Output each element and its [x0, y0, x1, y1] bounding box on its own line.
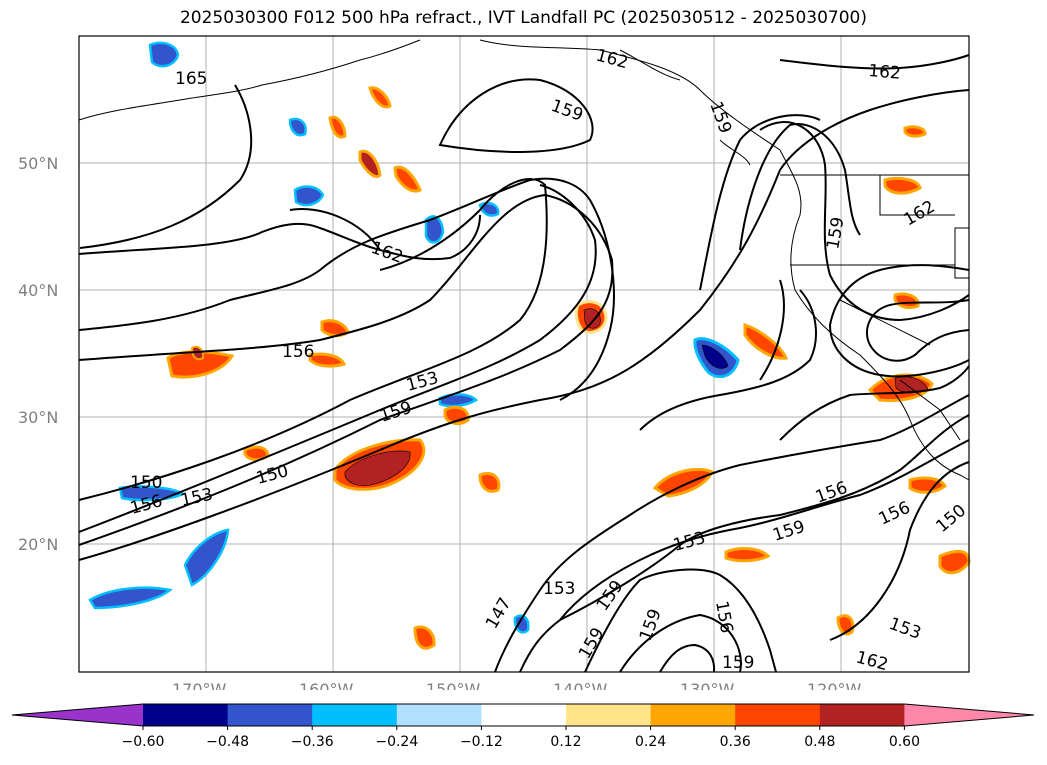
colorbar-segment — [227, 704, 313, 726]
colorbar-segment — [143, 704, 229, 726]
lon-label-170w: 170°W — [172, 680, 227, 690]
colorbar-segment — [735, 704, 821, 726]
map-title: 2025030300 F012 500 hPa refract., IVT La… — [179, 8, 867, 28]
colorbar-tick-label: −0.12 — [460, 734, 503, 750]
colorbar-tick-label: 0.48 — [804, 734, 835, 750]
colorbar-extend-min — [12, 704, 143, 726]
colorbar-segment — [566, 704, 652, 726]
colorbar-segment — [650, 704, 736, 726]
contour-label: 162 — [868, 61, 902, 84]
colorbar-tick-label: −0.48 — [206, 734, 249, 750]
contour-label: 156 — [282, 342, 314, 362]
lon-label-130w: 130°W — [680, 680, 735, 690]
contour-label: 153 — [543, 579, 575, 599]
lat-label-50n: 50°N — [18, 154, 58, 173]
colorbar-segment — [819, 704, 905, 726]
lon-label-150w: 150°W — [426, 680, 481, 690]
colorbar-tick-label: −0.60 — [122, 734, 165, 750]
filled-anomaly-regions — [88, 41, 971, 650]
colorbar-segment — [312, 704, 398, 726]
colorbar-extend-max — [904, 704, 1034, 726]
contour-label: 159 — [722, 653, 754, 673]
colorbar-segments — [11, 703, 1035, 727]
colorbar-tick-label: 0.12 — [550, 734, 581, 750]
map-frame — [78, 35, 970, 673]
lon-label-140w: 140°W — [553, 680, 608, 690]
colorbar-tick-label: 0.60 — [889, 734, 920, 750]
colorbar-tick-label: −0.36 — [291, 734, 334, 750]
colorbar-ticks: −0.60 −0.48 −0.36 −0.24 −0.12 0.12 0.24 0.36 0.4… — [122, 726, 920, 750]
colorbar-outline — [11, 703, 1035, 727]
colorbar-segment — [481, 704, 567, 726]
lat-label-40n: 40°N — [18, 281, 58, 300]
contour-label: 150 — [130, 473, 162, 493]
lon-label-120w: 120°W — [807, 680, 862, 690]
contour-lines — [78, 54, 970, 673]
contour-label: 165 — [175, 69, 207, 89]
lat-label-30n: 30°N — [18, 408, 58, 427]
colorbar-tick-label: −0.24 — [375, 734, 418, 750]
map-panel: 165 162 159 162 159 162 156 153 159 150 … — [18, 35, 971, 690]
colorbar-segment — [396, 704, 482, 726]
colorbar-tick-label: 0.36 — [720, 734, 751, 750]
lat-label-20n: 20°N — [18, 535, 58, 554]
lon-label-160w: 160°W — [299, 680, 354, 690]
colorbar-tick-label: 0.24 — [635, 734, 666, 750]
